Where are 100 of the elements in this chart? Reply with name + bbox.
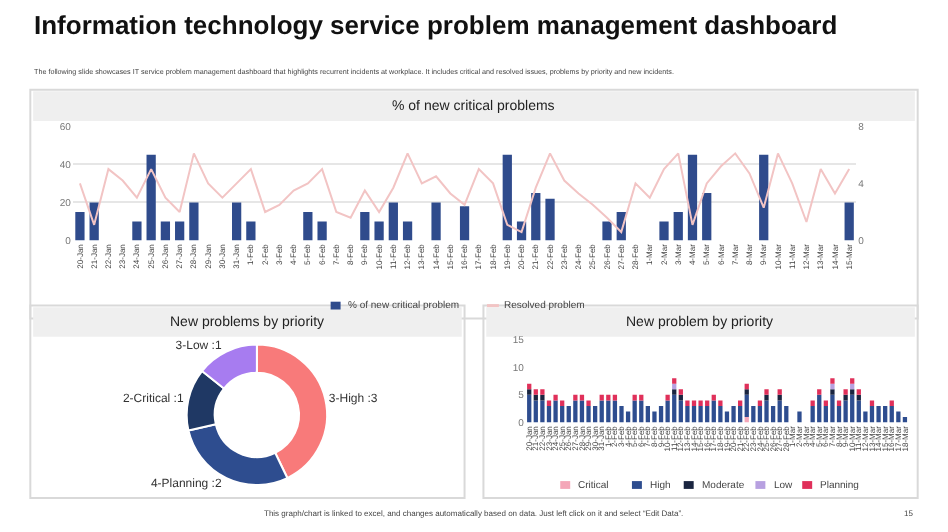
- bar: [533, 400, 538, 423]
- bar: [823, 400, 828, 406]
- bar: [502, 154, 512, 241]
- bar: [606, 400, 611, 423]
- bar: [402, 221, 413, 241]
- bar: [698, 400, 703, 406]
- bar: [533, 389, 538, 395]
- bar: [612, 400, 618, 423]
- bar: [645, 405, 650, 423]
- bar: [869, 405, 875, 423]
- bar: [744, 394, 749, 418]
- bar: [830, 389, 835, 395]
- bar: [691, 400, 697, 406]
- bar: [797, 411, 802, 423]
- bar: [175, 221, 185, 241]
- bar: [665, 394, 670, 401]
- bar: [685, 405, 690, 423]
- bar: [303, 212, 313, 241]
- bar: [553, 394, 558, 401]
- bar: [586, 405, 591, 423]
- bar: [527, 394, 532, 423]
- bar: [744, 389, 749, 395]
- bar: [889, 400, 894, 406]
- bar: [665, 400, 670, 423]
- bar: [672, 378, 677, 384]
- bar: [843, 394, 848, 401]
- bar: [757, 405, 763, 423]
- bar: [869, 400, 875, 406]
- bar: [75, 212, 85, 241]
- bar: [678, 389, 683, 395]
- bar: [317, 221, 327, 241]
- bar: [850, 389, 855, 395]
- bar: [817, 389, 822, 395]
- line-series: [78, 152, 851, 234]
- bar: [705, 400, 710, 406]
- bar: [546, 400, 552, 406]
- bar: [731, 405, 736, 423]
- bar: [764, 394, 769, 401]
- bar: [764, 400, 769, 423]
- bar: [232, 202, 242, 241]
- bar: [889, 405, 894, 423]
- bar: [545, 198, 555, 241]
- bar: [844, 202, 854, 241]
- bar: [777, 389, 782, 395]
- bar: [431, 202, 441, 241]
- bar: [784, 405, 789, 423]
- bar: [540, 400, 545, 423]
- bar: [672, 389, 677, 395]
- bar: [843, 389, 848, 395]
- bar: [553, 400, 558, 423]
- bar: [602, 221, 612, 241]
- bar: [566, 405, 571, 423]
- bar: [777, 400, 782, 423]
- bar: [652, 411, 657, 423]
- bar: [146, 154, 156, 241]
- bar: [560, 400, 565, 406]
- bar: [830, 383, 835, 390]
- bar: [189, 202, 199, 241]
- bar: [757, 400, 763, 406]
- bar: [685, 400, 690, 406]
- bar: [246, 221, 256, 241]
- bar: [527, 389, 532, 395]
- bar: [540, 389, 545, 395]
- bar: [678, 400, 683, 423]
- bar: [718, 400, 723, 406]
- bar: [540, 394, 545, 401]
- bar: [843, 400, 848, 423]
- bar: [876, 405, 881, 423]
- bar: [388, 202, 398, 241]
- bar: [573, 400, 578, 423]
- bar: [810, 400, 815, 406]
- bar: [718, 405, 723, 423]
- bar: [560, 405, 565, 423]
- bar: [711, 400, 716, 423]
- bar: [160, 221, 171, 241]
- bar: [459, 206, 470, 241]
- bar: [579, 400, 585, 423]
- bar: [599, 400, 604, 423]
- bar: [374, 221, 384, 241]
- bar: [817, 394, 822, 423]
- bar: [830, 378, 835, 384]
- bar: [360, 212, 370, 241]
- bar: [856, 400, 861, 423]
- text: Information technology service problem management dashboard: [34, 10, 838, 40]
- bar: [702, 192, 712, 241]
- bar: [856, 389, 861, 395]
- bar: [705, 405, 710, 423]
- bar: [673, 212, 683, 241]
- bar: [593, 405, 598, 423]
- bar: [639, 400, 644, 423]
- bar: [132, 221, 142, 241]
- bar: [619, 405, 624, 423]
- bar: [632, 400, 637, 423]
- bar: [531, 192, 541, 241]
- bar: [698, 405, 703, 423]
- bar: [586, 400, 591, 406]
- bar: [830, 394, 835, 423]
- bar: [738, 400, 743, 406]
- bar: [850, 378, 855, 384]
- bar: [672, 394, 677, 423]
